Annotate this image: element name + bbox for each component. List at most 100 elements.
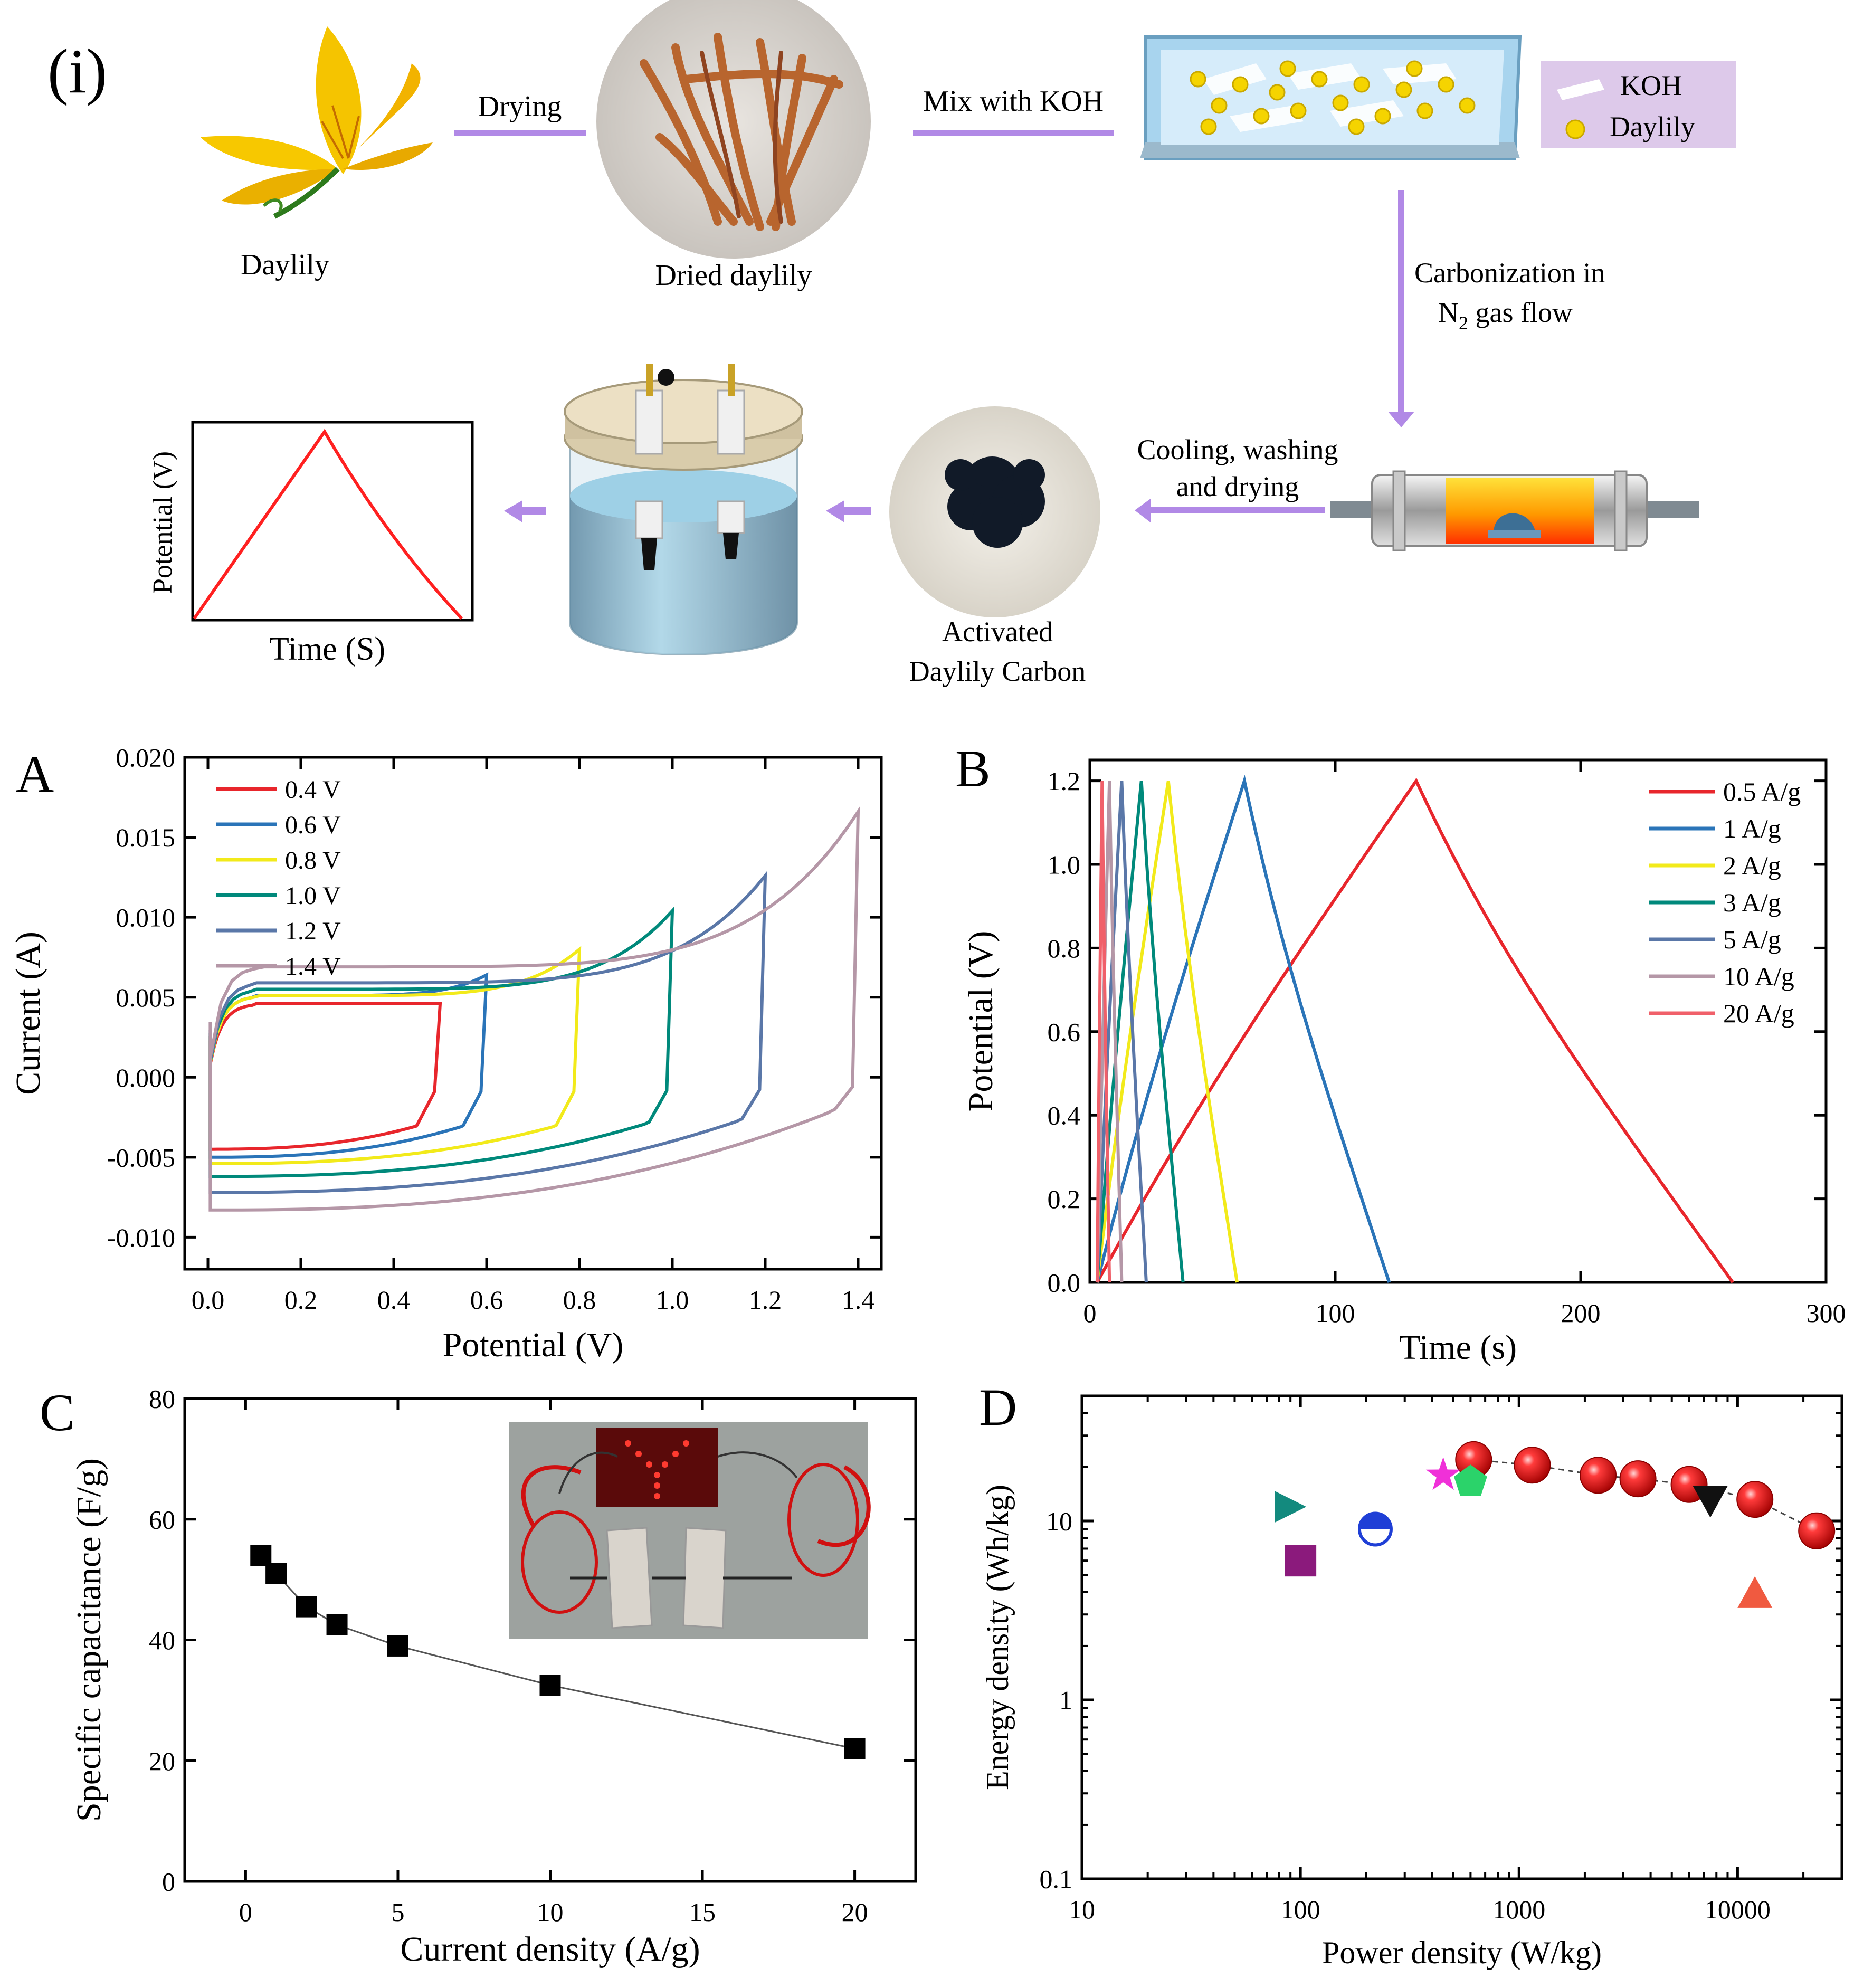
comparison-star [1425,1457,1461,1490]
x-tick-label: 100 [1316,1298,1355,1328]
step-dried-label: Dried daylily [655,259,812,292]
panel-a: A 0.0 0.2 0.4 0.6 0.8 1.0 1.2 1.4-0.010-0.0050.… [9,743,883,1364]
step-activated-line1: Activated [942,616,1053,648]
chart-b: 0 100 200 300 0.0 0.2 0.4 0.6 0.8 1.0 1.2 Time (s) P… [962,758,1846,1367]
legend-label: 1 A/g [1723,814,1781,843]
x-tick-label: 0 [239,1897,252,1927]
plot-frame [1088,758,1828,1284]
activated-carbon-image [889,406,1100,617]
y-tick-label: -0.010 [107,1223,175,1252]
this-work-point [1798,1512,1836,1549]
x-tick-label: 20 [842,1897,868,1927]
capacitance-point [844,1738,866,1759]
x-tick-label: 0.8 [563,1285,596,1315]
dried-daylily-image [596,0,871,259]
mini-gcd-plot: Potential (V) Time (S) [148,421,474,667]
y-tick-label: 0 [162,1867,175,1897]
legend-daylily-label: Daylily [1610,111,1695,142]
tube-furnace-image [1330,470,1699,551]
y-tick-label: 10 [1046,1506,1072,1536]
x-axis-label: Power density (W/kg) [1322,1935,1602,1970]
x-tick-label: 0.4 [377,1285,411,1315]
y-tick-label: 0.4 [1048,1101,1081,1130]
legend-label: 5 A/g [1723,925,1781,954]
koh-tray-image [1140,35,1522,160]
electrochemical-cell-image [564,364,803,655]
y-tick-label: 0.005 [116,983,176,1012]
capacitance-point [387,1635,408,1657]
step-drying-label: Drying [478,90,562,123]
chart-c: 0 5 10 15 20 0 20 40 60 80 Current density (A/g) Sp… [70,1384,917,1968]
y-tick-label: 0.2 [1048,1184,1081,1214]
comparison-triangle-up [1737,1576,1773,1608]
comparison-half-circle [1357,1511,1393,1547]
y-tick-label: 0.8 [1048,934,1081,963]
x-tick-label: 100 [1281,1895,1320,1924]
plot-frame [183,756,883,1271]
this-work-point [1580,1457,1617,1494]
step-cooling-line2: and drying [1176,471,1299,502]
panel-a-letter: A [16,745,54,803]
y-tick-label: 0.000 [116,1063,176,1092]
x-tick-label: 0.6 [470,1285,503,1315]
mini-plot-xlabel: Time (S) [269,631,385,667]
x-tick-label: 5 [391,1897,404,1927]
step-mix-label: Mix with KOH [923,85,1104,118]
this-work-point [1514,1447,1551,1484]
capacitance-point [326,1614,348,1635]
gcd-curve-05Ag [1096,777,1734,1283]
gcd-curve-2Ag [1095,781,1239,1283]
x-tick-label: 0.0 [192,1285,225,1315]
x-tick-label: 10 [537,1897,564,1927]
x-tick-label: 0.2 [284,1285,318,1315]
cv-curve-14V [208,806,860,1212]
x-tick-label: 10000 [1705,1895,1771,1924]
y-axis-label: Current (A) [9,931,47,1095]
y-tick-label: 0.015 [116,823,176,852]
y-tick-label: -0.005 [107,1143,175,1172]
x-tick-label: 1.2 [749,1285,782,1315]
capacitance-point [265,1563,287,1584]
panel-b-letter: B [955,739,991,798]
this-work-point [1619,1460,1657,1498]
capacitance-point [296,1596,317,1618]
x-tick-label: 10 [1069,1895,1095,1924]
gcd-curve-20Ag [1095,781,1111,1283]
legend-label: 3 A/g [1723,888,1781,917]
x-tick-label: 1000 [1492,1895,1545,1924]
y-tick-label: 60 [149,1505,175,1534]
chart-d: 10 100 1000 10000 0.1 1 10 Power density (W/kg)… [980,1394,1843,1970]
cv-curve-12V [208,871,767,1194]
mini-gcd-curve [193,429,463,620]
cv-curve-08V [208,946,582,1165]
legend-label: 0.8 V [285,846,341,874]
legend-label: 20 A/g [1723,998,1794,1028]
legend-label: 0.4 V [285,776,341,804]
step-activated-line2: Daylily Carbon [909,655,1086,687]
scheme-legend: KOH Daylily [1541,61,1736,148]
x-axis-label: Potential (V) [443,1326,624,1364]
y-tick-label: 0.1 [1040,1865,1073,1894]
x-tick-label: 1.4 [842,1285,875,1315]
x-tick-label: 300 [1807,1298,1846,1328]
y-tick-label: 0.020 [116,743,176,773]
x-axis-label: Current density (A/g) [400,1930,700,1968]
plot-frame [1080,1394,1843,1880]
x-tick-label: 200 [1561,1298,1601,1328]
comparison-triangle-right [1275,1491,1307,1523]
panel-d-letter: D [979,1378,1017,1437]
x-tick-label: 0 [1083,1298,1097,1328]
y-tick-label: 0.0 [1048,1268,1081,1298]
this-work-point [1736,1481,1774,1518]
y-tick-label: 40 [149,1625,175,1655]
capacitance-point [539,1675,561,1696]
y-axis-label: Energy density (Wh/kg) [980,1485,1015,1790]
y-tick-label: 1.2 [1048,766,1081,796]
daylily-flower-image [201,26,433,219]
legend-label: 0.5 A/g [1723,777,1801,806]
panel-c: C 0 5 10 15 20 0 20 40 60 80 Current density (A/g)… [40,1383,917,1968]
y-axis-label: Potential (V) [962,931,1000,1112]
chart-a: 0.0 0.2 0.4 0.6 0.8 1.0 1.2 1.4 -0.010 -0.005 0.00… [9,743,883,1364]
legend-label: 10 A/g [1723,962,1794,991]
legend-label: 2 A/g [1723,851,1781,880]
